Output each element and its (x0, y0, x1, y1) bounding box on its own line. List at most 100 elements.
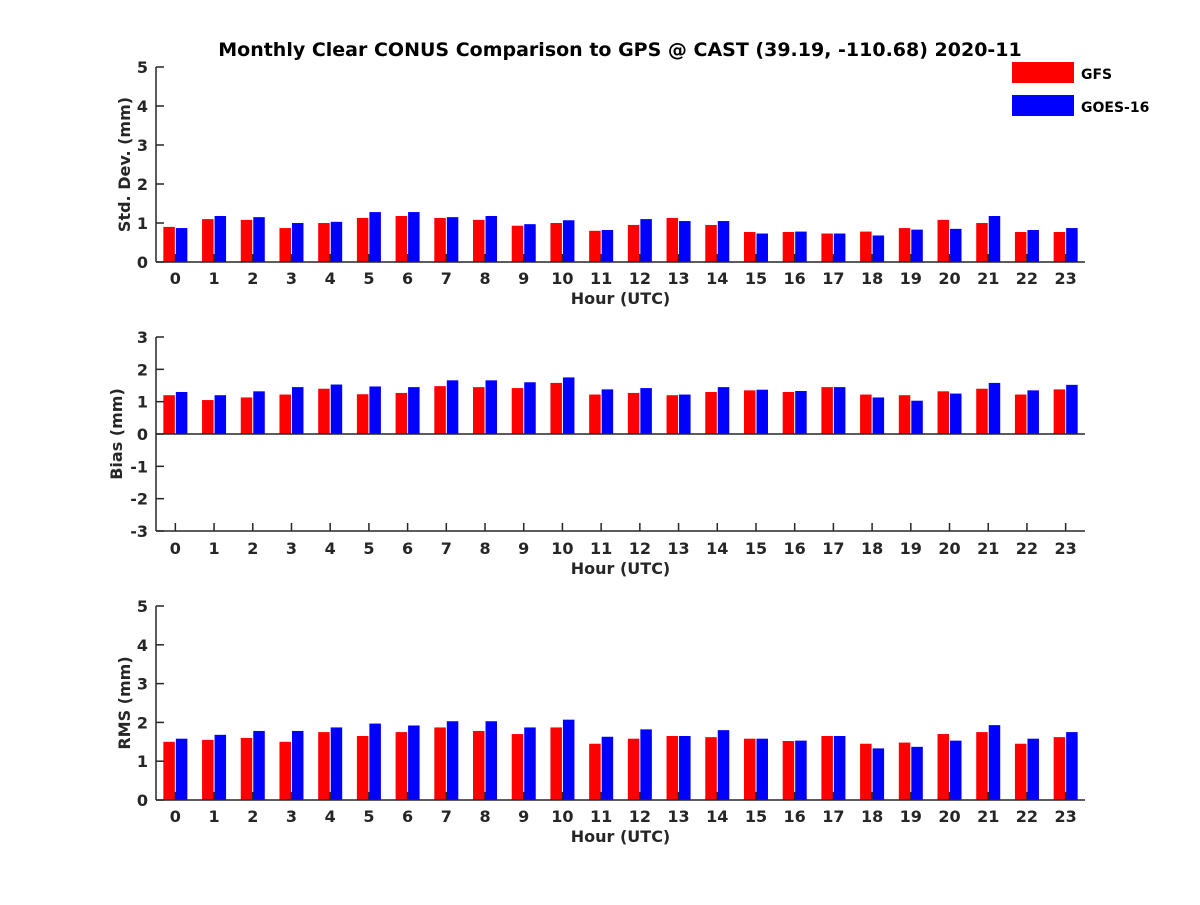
std-dev-bar-gfs-h11 (589, 230, 601, 262)
std-dev-bar-goes16-h20 (950, 228, 962, 262)
rms-bar-gfs-h15 (743, 738, 756, 800)
std-dev-bar-goes16-h13 (679, 221, 691, 262)
rms-x-tick-label: 22 (1016, 807, 1038, 826)
rms-bar-gfs-h11 (589, 743, 601, 800)
rms-bar-gfs-h23 (1053, 737, 1066, 800)
bias-bar-gfs-h19 (898, 395, 911, 434)
bias-y-tick-label: -1 (130, 457, 148, 476)
rms-bar-gfs-h20 (937, 734, 950, 800)
std-dev-x-tick-label: 22 (1016, 269, 1038, 288)
rms-bar-goes16-h23 (1066, 732, 1078, 800)
bias-bar-gfs-h21 (976, 388, 988, 434)
rms-bar-goes16-h1 (214, 734, 227, 800)
bias-x-tick-label: 15 (745, 539, 767, 558)
std-dev-bar-gfs-h12 (627, 224, 640, 262)
std-dev-bar-goes16-h22 (1027, 230, 1039, 262)
std-dev-x-tick-label: 7 (441, 269, 452, 288)
bias-y-tick-label: 1 (137, 393, 148, 412)
bias-x-tick-label: 4 (325, 539, 336, 558)
std-dev-x-tick-label: 6 (402, 269, 413, 288)
std-dev-x-tick-label: 18 (861, 269, 883, 288)
std-dev-y-tick-label: 0 (137, 253, 148, 272)
rms-bar-gfs-h8 (473, 730, 485, 800)
bias-bar-gfs-h3 (279, 394, 291, 434)
std-dev-bar-gfs-h20 (937, 219, 950, 262)
rms-x-tick-label: 10 (551, 807, 573, 826)
bias-x-tick-label: 2 (247, 539, 258, 558)
bias-bar-gfs-h14 (705, 391, 717, 434)
rms-bar-gfs-h3 (279, 741, 291, 800)
bias-bar-gfs-h22 (1014, 394, 1027, 434)
std-dev-bar-goes16-h7 (446, 217, 459, 262)
rms-bar-goes16-h3 (291, 730, 304, 800)
bias-bar-gfs-h4 (318, 388, 330, 434)
std-dev-x-tick-label: 23 (1055, 269, 1077, 288)
rms-bar-gfs-h21 (976, 732, 988, 800)
std-dev-x-tick-label: 10 (551, 269, 573, 288)
std-dev-x-tick-label: 4 (325, 269, 336, 288)
bias-bar-goes16-h16 (795, 391, 807, 434)
rms-bar-goes16-h17 (833, 735, 846, 800)
rms-bar-goes16-h20 (950, 740, 962, 800)
std-dev-x-tick-label: 14 (706, 269, 728, 288)
bias-bar-goes16-h18 (872, 397, 885, 434)
bias-bar-gfs-h6 (395, 392, 408, 434)
rms-bar-goes16-h16 (795, 740, 807, 800)
std-dev-bar-gfs-h21 (976, 223, 988, 262)
std-dev-bar-goes16-h2 (253, 217, 265, 262)
std-dev-bar-gfs-h4 (318, 223, 330, 262)
std-dev-x-tick-label: 9 (518, 269, 529, 288)
std-dev-bar-gfs-h14 (705, 224, 717, 262)
rms-x-tick-label: 9 (518, 807, 529, 826)
std-dev-bar-gfs-h15 (743, 231, 756, 262)
std-dev-bar-goes16-h6 (408, 212, 420, 262)
bias-x-tick-label: 3 (286, 539, 297, 558)
rms-bar-goes16-h10 (562, 719, 575, 800)
rms-bar-goes16-h0 (175, 738, 188, 800)
rms-y-axis-label: RMS (mm) (115, 656, 134, 749)
rms-x-tick-label: 3 (286, 807, 297, 826)
bias-x-tick-label: 7 (441, 539, 452, 558)
bias-bar-gfs-h8 (473, 387, 485, 434)
rms-x-tick-label: 1 (208, 807, 219, 826)
rms-y-tick-label: 1 (137, 752, 148, 771)
std-dev-bar-goes16-h4 (330, 221, 343, 262)
bias-bar-goes16-h17 (833, 387, 846, 434)
std-dev-y-tick-label: 5 (137, 58, 148, 77)
rms-bar-gfs-h9 (511, 734, 524, 800)
rms-x-tick-label: 15 (745, 807, 767, 826)
bias-bar-gfs-h0 (163, 395, 175, 434)
std-dev-x-tick-label: 8 (479, 269, 490, 288)
bias-bar-gfs-h9 (511, 388, 524, 434)
rms-x-tick-label: 5 (363, 807, 374, 826)
rms-bar-goes16-h19 (911, 746, 923, 800)
bias-x-tick-label: 17 (822, 539, 844, 558)
bias-bar-goes16-h15 (756, 389, 768, 434)
rms-bar-goes16-h13 (679, 735, 691, 800)
rms-bar-gfs-h10 (550, 727, 562, 800)
bias-bar-gfs-h2 (240, 397, 253, 434)
std-dev-bar-goes16-h0 (175, 228, 188, 262)
std-dev-bar-gfs-h5 (356, 217, 369, 262)
std-dev-bar-goes16-h23 (1066, 228, 1078, 262)
rms-bar-gfs-h2 (240, 737, 253, 800)
std-dev-bar-gfs-h7 (434, 217, 446, 262)
std-dev-x-tick-label: 19 (900, 269, 922, 288)
bias-bar-goes16-h22 (1027, 390, 1039, 434)
std-dev-bar-goes16-h21 (988, 215, 1001, 262)
std-dev-bar-goes16-h10 (562, 220, 575, 262)
bias-x-tick-label: 1 (208, 539, 219, 558)
bias-x-tick-label: 18 (861, 539, 883, 558)
std-dev-bar-gfs-h6 (395, 215, 408, 262)
bias-x-tick-label: 11 (590, 539, 612, 558)
rms-y-tick-label: 5 (137, 597, 148, 616)
std-dev-bar-gfs-h19 (898, 228, 911, 262)
rms-bar-goes16-h15 (756, 738, 768, 800)
std-dev-x-tick-label: 17 (822, 269, 844, 288)
bias-bar-goes16-h1 (214, 395, 227, 434)
rms-x-tick-label: 4 (325, 807, 336, 826)
std-dev-bar-gfs-h13 (666, 217, 679, 262)
rms-x-tick-label: 20 (938, 807, 960, 826)
